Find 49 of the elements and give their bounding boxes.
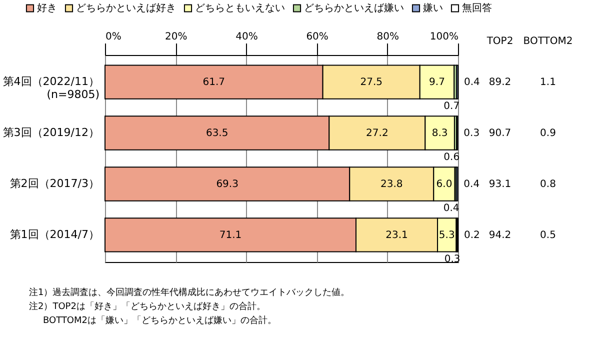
text: BOTTOM2は「嫌い」「どちらかといえば嫌い」の合計。	[43, 315, 277, 326]
x-tick-label: 80%	[376, 32, 400, 42]
data-label: 0.3	[464, 128, 480, 140]
legend-label: 嫌い	[423, 2, 443, 14]
text: 93.1	[488, 178, 512, 190]
data-label: 0.4	[443, 202, 460, 214]
data-label: 0.3	[444, 254, 460, 265]
data-label: 0.2	[464, 230, 480, 241]
text: 0.9	[540, 128, 556, 140]
data-label: 71.1	[219, 230, 242, 241]
text: BOTTOM2	[523, 36, 573, 47]
data-label: 27.5	[360, 77, 382, 88]
legend-label: 好き	[37, 3, 57, 14]
x-tick-label: 100%	[430, 32, 458, 42]
y-tick-label: 第2回（2017/3）	[10, 176, 100, 190]
data-label: 0.4	[464, 77, 480, 88]
x-tick-label: 40%	[236, 32, 258, 42]
data-label: 23.8	[380, 178, 403, 190]
data-label: 0.4	[464, 178, 480, 190]
text: 0.8	[540, 178, 556, 190]
data-label: 63.5	[206, 128, 228, 140]
data-label: 8.3	[432, 128, 448, 140]
x-tick-label: 20%	[164, 32, 188, 42]
text: 1.1	[540, 77, 556, 88]
y-tick-label: 第4回（2022/11） (n=9805)	[2, 75, 100, 102]
text: 94.2	[488, 230, 512, 241]
text: 89.2	[488, 77, 512, 88]
data-label: 0.7	[444, 101, 460, 112]
data-label: 6.0	[436, 178, 452, 190]
data-label: 27.2	[366, 128, 388, 140]
data-label: 9.7	[429, 77, 445, 88]
legend-label: どちらかといえば好き	[76, 3, 176, 14]
data-label: 0.6	[444, 152, 460, 164]
legend-label: どちらともいえない	[195, 3, 285, 14]
data-label: 5.3	[438, 230, 455, 241]
data-label: 23.1	[386, 230, 408, 241]
text: 0.5	[540, 230, 556, 241]
legend-label: 無回答	[462, 2, 492, 14]
data-label: 69.3	[216, 178, 238, 190]
x-tick-label: 0%	[106, 32, 122, 42]
y-tick-label: 第3回（2019/12）	[2, 126, 100, 140]
y-tick-label: 第1回（2014/7）	[10, 228, 100, 241]
text: 90.7	[488, 128, 512, 140]
x-tick-label: 60%	[306, 32, 328, 42]
legend-label: どちらかといえば嫌い	[304, 2, 404, 14]
text: TOP2	[486, 36, 514, 47]
text: 注1）過去調査は、今回調査の性年代構成比にあわせてウエイトバックした値。	[29, 287, 350, 298]
data-label: 61.7	[202, 77, 226, 88]
text: 注2）TOP2は「好き」「どちらかといえば好き」の合計。	[29, 301, 266, 312]
